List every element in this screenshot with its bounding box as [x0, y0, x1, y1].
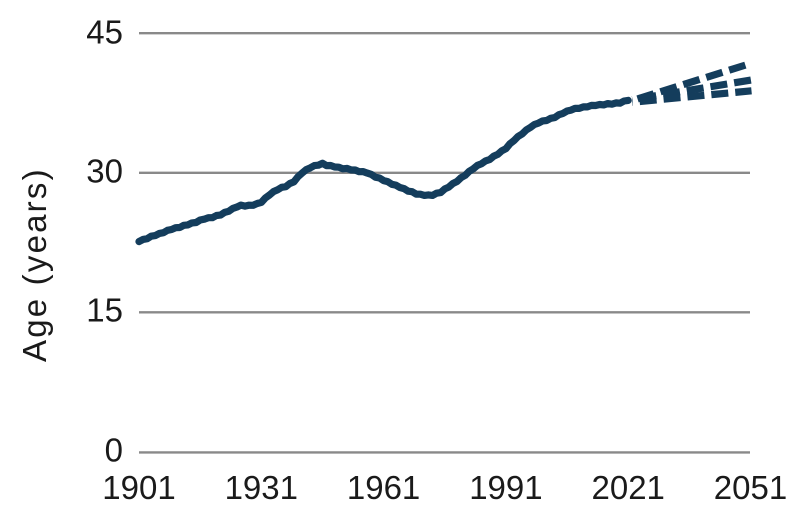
svg-text:45: 45: [86, 14, 123, 51]
svg-text:Age (years): Age (years): [16, 167, 53, 362]
svg-text:2051: 2051: [714, 469, 787, 506]
svg-text:1901: 1901: [102, 469, 175, 506]
svg-text:1961: 1961: [347, 469, 420, 506]
svg-text:1991: 1991: [469, 469, 542, 506]
svg-text:30: 30: [86, 153, 123, 190]
svg-text:2021: 2021: [591, 469, 664, 506]
svg-text:1931: 1931: [225, 469, 298, 506]
svg-text:15: 15: [86, 292, 123, 329]
svg-text:0: 0: [105, 432, 123, 469]
